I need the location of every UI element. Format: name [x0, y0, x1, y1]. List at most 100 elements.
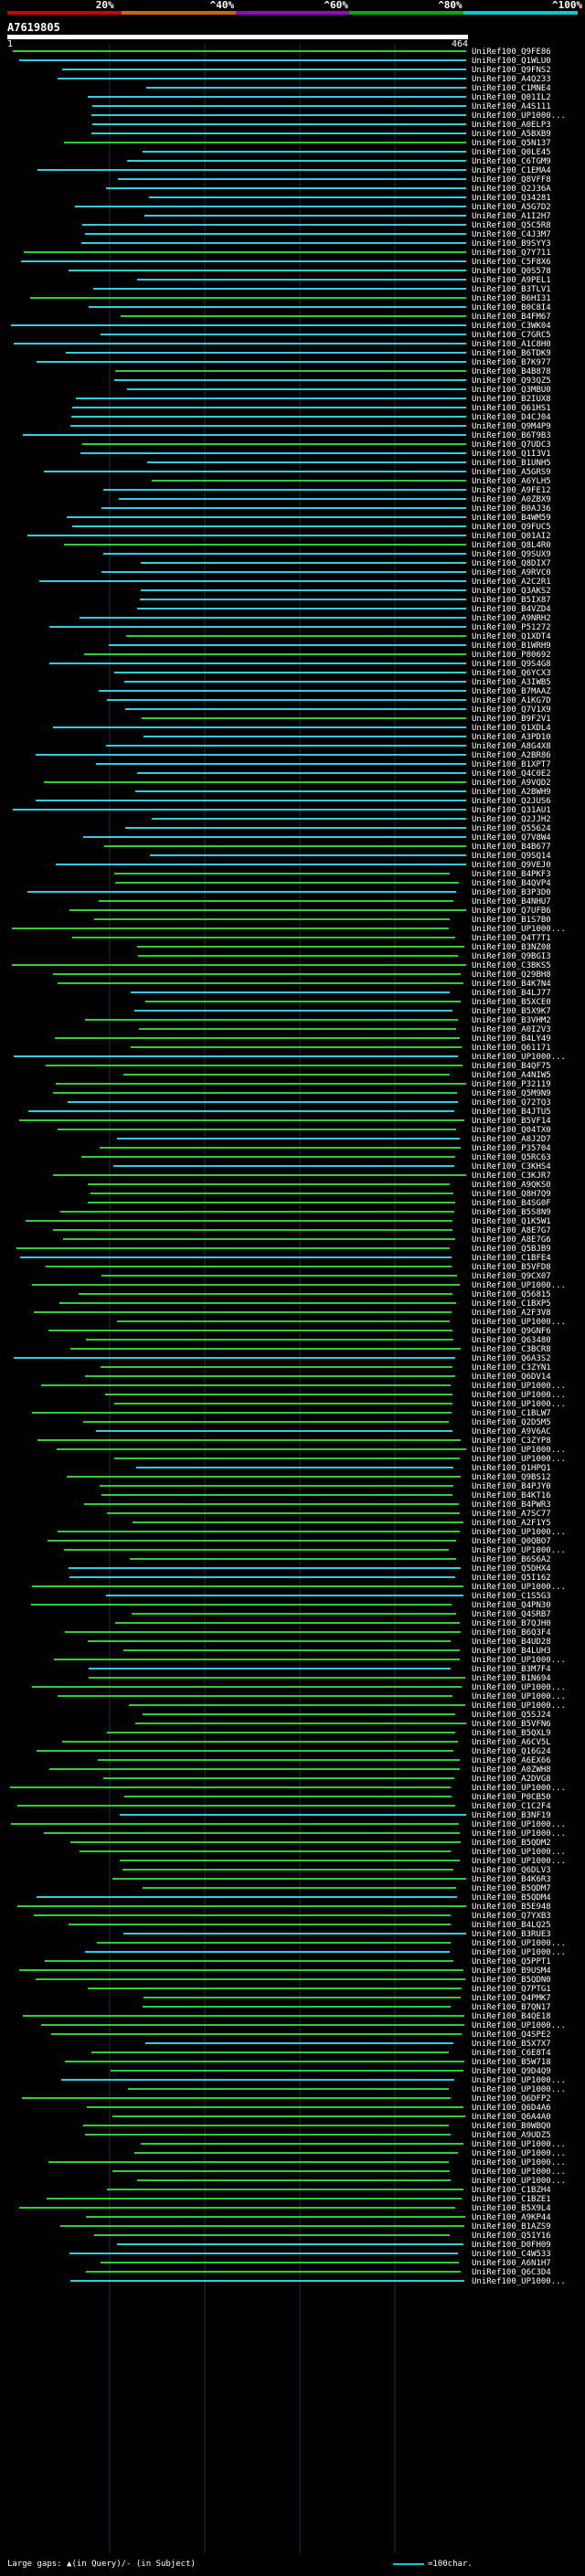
hit-label[interactable]: UniRef100_UP1000... [472, 2140, 566, 2149]
hit-label[interactable]: UniRef100_B3NZ08 [472, 943, 551, 952]
hit-label[interactable]: UniRef100_A8E7G7 [472, 1226, 551, 1235]
hit-label[interactable]: UniRef100_B4PJY0 [472, 1482, 551, 1491]
hit-label[interactable]: UniRef100_Q9VEJ0 [472, 861, 551, 870]
hit-label[interactable]: UniRef100_B4K6R3 [472, 1875, 551, 1884]
hit-label[interactable]: UniRef100_P80692 [472, 651, 551, 660]
hit-label[interactable]: UniRef100_B5QDM2 [472, 1839, 551, 1848]
hit-label[interactable]: UniRef100_B5VF14 [472, 1117, 551, 1126]
hit-label[interactable]: UniRef100_A5BXB9 [472, 130, 551, 139]
hit-label[interactable]: UniRef100_Q8H7Q9 [472, 1190, 551, 1199]
hit-label[interactable]: UniRef100_A6YLH5 [472, 477, 551, 486]
hit-label[interactable]: UniRef100_C7GRC5 [472, 331, 551, 340]
hit-label[interactable]: UniRef100_B0AJ36 [472, 504, 551, 514]
hit-label[interactable]: UniRef100_B9F2V1 [472, 715, 551, 724]
hit-label[interactable]: UniRef100_Q5C5R8 [472, 221, 551, 230]
hit-label[interactable]: UniRef100_A9VQD2 [472, 779, 551, 788]
hit-label[interactable]: UniRef100_Q63480 [472, 1336, 551, 1345]
hit-label[interactable]: UniRef100_UP1000... [472, 1391, 566, 1400]
hit-label[interactable]: UniRef100_Q6A4A0 [472, 2113, 551, 2122]
hit-label[interactable]: UniRef100_B4B878 [472, 367, 551, 376]
hit-label[interactable]: UniRef100_B5S8N9 [472, 1208, 551, 1217]
hit-label[interactable]: UniRef100_B0WBQ0 [472, 2122, 551, 2131]
hit-label[interactable]: UniRef100_UP1000... [472, 1583, 566, 1592]
hit-label[interactable]: UniRef100_Q3MBU0 [472, 386, 551, 395]
hit-label[interactable]: UniRef100_Q1XDL4 [472, 724, 551, 733]
hit-label[interactable]: UniRef100_UP1000... [472, 1784, 566, 1793]
hit-label[interactable]: UniRef100_Q4PN30 [472, 1601, 551, 1610]
hit-label[interactable]: UniRef100_B5X7X7 [472, 2040, 551, 2049]
hit-label[interactable]: UniRef100_B7MAAZ [472, 687, 551, 696]
hit-label[interactable]: UniRef100_B9SYY3 [472, 239, 551, 249]
hit-label[interactable]: UniRef100_Q0QBO7 [472, 1537, 551, 1546]
hit-label[interactable]: UniRef100_UP1000... [472, 1382, 566, 1391]
hit-label[interactable]: UniRef100_UP1000... [472, 2149, 566, 2158]
hit-label[interactable]: UniRef100_B4FM67 [472, 313, 551, 322]
hit-label[interactable]: UniRef100_A1C8H0 [472, 340, 551, 349]
hit-label[interactable]: UniRef100_C4J3M7 [472, 230, 551, 239]
hit-label[interactable]: UniRef100_B7K977 [472, 358, 551, 367]
hit-label[interactable]: UniRef100_UP1000... [472, 1528, 566, 1537]
hit-label[interactable]: UniRef100_A5G7D2 [472, 203, 551, 212]
hit-label[interactable]: UniRef100_UP1000... [472, 1053, 566, 1062]
hit-label[interactable]: UniRef100_B7QN17 [472, 2003, 551, 2012]
hit-label[interactable]: UniRef100_B1S7B0 [472, 916, 551, 925]
hit-label[interactable]: UniRef100_UP1000... [472, 1857, 566, 1866]
hit-label[interactable]: UniRef100_B1N694 [472, 1674, 551, 1683]
hit-label[interactable]: UniRef100_UP1000... [472, 2021, 566, 2030]
hit-label[interactable]: UniRef100_Q0LE45 [472, 148, 551, 157]
hit-label[interactable]: UniRef100_Q9FUC5 [472, 523, 551, 532]
hit-label[interactable]: UniRef100_C5F8X6 [472, 258, 551, 267]
hit-label[interactable]: UniRef100_Q9D4Q9 [472, 2067, 551, 2076]
hit-label[interactable]: UniRef100_Q1WLU0 [472, 57, 551, 66]
hit-label[interactable]: UniRef100_B4WM59 [472, 514, 551, 523]
hit-label[interactable]: UniRef100_Q2JUS6 [472, 797, 551, 806]
hit-label[interactable]: UniRef100_Q5BJB9 [472, 1245, 551, 1254]
hit-label[interactable]: UniRef100_Q8DIX7 [472, 559, 551, 568]
hit-label[interactable]: UniRef100_B2IUX8 [472, 395, 551, 404]
hit-label[interactable]: UniRef100_A7SC77 [472, 1510, 551, 1519]
hit-label[interactable]: UniRef100_A6EX66 [472, 1756, 551, 1765]
hit-label[interactable]: UniRef100_A1I2H7 [472, 212, 551, 221]
hit-label[interactable]: UniRef100_Q7PTG1 [472, 1985, 551, 1994]
hit-label[interactable]: UniRef100_A9FE12 [472, 486, 551, 495]
hit-label[interactable]: UniRef100_Q9SUX9 [472, 550, 551, 559]
hit-label[interactable]: UniRef100_UP1000... [472, 2177, 566, 2186]
hit-label[interactable]: UniRef100_Q5M9N9 [472, 1089, 551, 1098]
hit-label[interactable]: UniRef100_UP1000... [472, 1820, 566, 1829]
hit-label[interactable]: UniRef100_Q29BH8 [472, 970, 551, 980]
hit-label[interactable]: UniRef100_A2C2R1 [472, 578, 551, 587]
hit-label[interactable]: UniRef100_B4LJ77 [472, 989, 551, 998]
hit-label[interactable]: UniRef100_C1S5G3 [472, 1592, 551, 1601]
hit-label[interactable]: UniRef100_A9KP44 [472, 2213, 551, 2222]
hit-label[interactable]: UniRef100_Q7Y711 [472, 249, 551, 258]
hit-label[interactable]: UniRef100_Q9S4G8 [472, 660, 551, 669]
hit-label[interactable]: UniRef100_UP1000... [472, 2168, 566, 2177]
hit-label[interactable]: UniRef100_C3KJR7 [472, 1171, 551, 1181]
hit-label[interactable]: UniRef100_C1C2F4 [472, 1802, 551, 1811]
hit-label[interactable]: UniRef100_Q1K5W1 [472, 1217, 551, 1226]
hit-label[interactable]: UniRef100_Q1HPQ1 [472, 1464, 551, 1473]
hit-label[interactable]: UniRef100_B4LY49 [472, 1034, 551, 1044]
hit-label[interactable]: UniRef100_B4KT16 [472, 1491, 551, 1500]
hit-label[interactable]: UniRef100_Q7V8W4 [472, 833, 551, 843]
hit-label[interactable]: UniRef100_Q6A3S2 [472, 1354, 551, 1363]
hit-label[interactable]: UniRef100_B0C8I4 [472, 303, 551, 313]
hit-label[interactable]: UniRef100_B9USM4 [472, 1966, 551, 1976]
hit-label[interactable]: UniRef100_Q2JJH2 [472, 815, 551, 824]
hit-label[interactable]: UniRef100_UP1000... [472, 1848, 566, 1857]
hit-label[interactable]: UniRef100_Q4PMK7 [472, 1994, 551, 2003]
hit-label[interactable]: UniRef100_B4QVP4 [472, 879, 551, 888]
hit-label[interactable]: UniRef100_Q7V1X9 [472, 705, 551, 715]
hit-label[interactable]: UniRef100_Q3AKS2 [472, 587, 551, 596]
hit-label[interactable]: UniRef100_Q6DV14 [472, 1373, 551, 1382]
hit-label[interactable]: UniRef100_B7QJH0 [472, 1619, 551, 1628]
hit-label[interactable]: UniRef100_Q9FNS2 [472, 66, 551, 75]
hit-label[interactable]: UniRef100_Q4SRB7 [472, 1610, 551, 1619]
hit-label[interactable]: UniRef100_B5QXL9 [472, 1729, 551, 1738]
hit-label[interactable]: UniRef100_Q5N137 [472, 139, 551, 148]
hit-label[interactable]: UniRef100_Q2D5M5 [472, 1418, 551, 1427]
hit-label[interactable]: UniRef100_C6TGM9 [472, 157, 551, 166]
hit-label[interactable]: UniRef100_B1AZS9 [472, 2222, 551, 2231]
hit-label[interactable]: UniRef100_A2F1Y5 [472, 1519, 551, 1528]
hit-label[interactable]: UniRef100_A3IWB5 [472, 678, 551, 687]
